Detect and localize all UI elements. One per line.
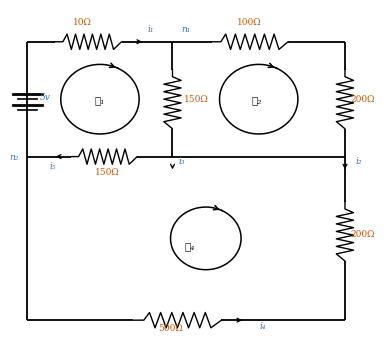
Text: ℓ₁: ℓ₁ xyxy=(95,96,105,105)
Text: 5v: 5v xyxy=(40,93,51,102)
Text: ℓ₄: ℓ₄ xyxy=(185,243,195,252)
Text: ℓ₂: ℓ₂ xyxy=(252,96,262,105)
Text: n₁: n₁ xyxy=(181,25,191,34)
Text: 200Ω: 200Ω xyxy=(350,95,375,104)
Text: 500Ω: 500Ω xyxy=(158,324,183,333)
Text: 200Ω: 200Ω xyxy=(350,230,375,239)
Text: i₃: i₃ xyxy=(179,157,185,166)
Text: i₁: i₁ xyxy=(148,25,154,34)
Text: i₅: i₅ xyxy=(50,162,56,171)
Text: 10Ω: 10Ω xyxy=(73,18,92,27)
Text: 150Ω: 150Ω xyxy=(183,95,209,104)
Text: i₂: i₂ xyxy=(356,157,362,166)
Text: i₄: i₄ xyxy=(260,322,266,331)
Text: n₂: n₂ xyxy=(9,153,18,162)
Text: 100Ω: 100Ω xyxy=(237,18,261,27)
Text: 150Ω: 150Ω xyxy=(95,168,120,177)
